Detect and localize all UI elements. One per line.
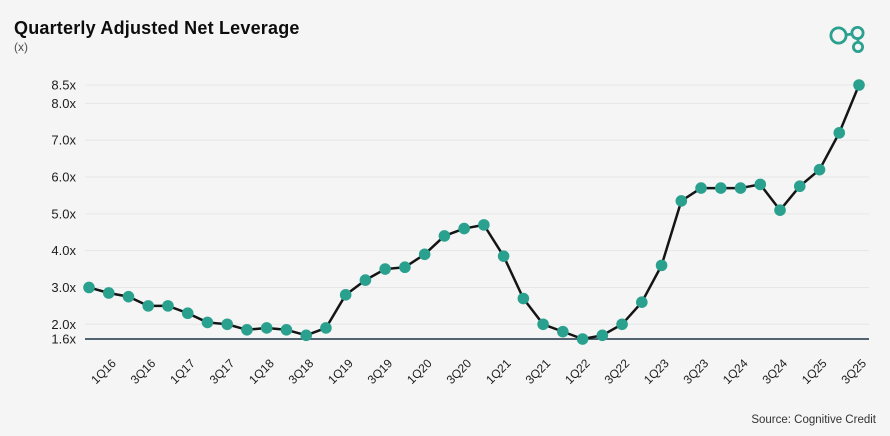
data-point[interactable] [83, 281, 95, 294]
x-tick-label: 1Q23 [641, 356, 672, 387]
data-point[interactable] [280, 323, 293, 336]
data-point[interactable] [616, 318, 628, 331]
y-tick-label: 8.5x [51, 78, 76, 93]
x-tick-label: 1Q19 [325, 356, 356, 387]
y-tick-label: 8.0x [51, 96, 76, 111]
data-point[interactable] [853, 79, 865, 91]
x-tick-label: 3Q25 [838, 356, 869, 387]
data-point[interactable] [339, 289, 352, 301]
x-tick-label: 3Q16 [128, 356, 159, 387]
data-point[interactable] [102, 287, 115, 299]
series-line [87, 83, 861, 341]
x-tick-label: 1Q24 [720, 356, 751, 387]
data-point[interactable] [201, 316, 214, 329]
data-point[interactable] [655, 259, 668, 272]
data-point[interactable] [517, 292, 530, 305]
x-tick-label: 3Q20 [444, 356, 475, 387]
data-point[interactable] [714, 182, 727, 194]
data-point[interactable] [221, 318, 234, 331]
x-tick-label: 3Q17 [207, 356, 238, 387]
data-point[interactable] [359, 274, 372, 286]
x-tick-label: 1Q20 [404, 356, 435, 387]
data-point[interactable] [478, 219, 490, 231]
data-point[interactable] [162, 300, 174, 312]
data-point[interactable] [241, 323, 253, 336]
x-tick-label: 3Q22 [602, 356, 633, 387]
data-point[interactable] [497, 250, 510, 262]
y-tick-label: 2.0x [51, 317, 76, 332]
x-tick-label: 1Q22 [562, 356, 593, 387]
data-point[interactable] [695, 182, 707, 194]
x-tick-label: 1Q21 [483, 356, 514, 387]
chart-unit-subtitle: (x) [14, 40, 28, 54]
data-point[interactable] [320, 322, 332, 334]
page-title: Quarterly Adjusted Net Leverage [14, 18, 300, 38]
data-point[interactable] [181, 307, 194, 320]
data-point[interactable] [458, 222, 470, 235]
data-point[interactable] [596, 329, 609, 342]
y-tick-label: 3.0x [51, 280, 76, 295]
y-tick-label: 5.0x [51, 206, 76, 221]
data-point[interactable] [774, 204, 786, 216]
data-point[interactable] [122, 290, 135, 303]
x-tick-label: 3Q18 [286, 356, 317, 387]
data-point[interactable] [142, 300, 155, 312]
data-point[interactable] [260, 322, 273, 334]
y-tick-label: 6.0x [51, 170, 76, 185]
y-tick-label: 7.0x [51, 133, 76, 148]
data-point[interactable] [793, 180, 806, 193]
data-point[interactable] [379, 263, 391, 275]
data-point[interactable] [833, 127, 846, 139]
data-point[interactable] [675, 195, 688, 207]
x-tick-label: 1Q18 [246, 356, 277, 387]
data-point[interactable] [576, 333, 589, 345]
data-point[interactable] [300, 329, 312, 342]
x-tick-label: 1Q25 [799, 356, 830, 387]
data-point[interactable] [418, 248, 431, 261]
data-point[interactable] [754, 178, 767, 191]
data-point[interactable] [399, 261, 411, 274]
x-tick-label: 3Q24 [759, 356, 790, 387]
x-tick-label: 3Q21 [523, 356, 554, 387]
data-point[interactable] [813, 163, 826, 176]
x-tick-label: 1Q16 [88, 356, 119, 387]
data-point[interactable] [734, 182, 747, 194]
y-tick-label: 4.0x [51, 243, 76, 258]
data-point[interactable] [537, 318, 549, 331]
y-tick-label: 1.6x [51, 332, 76, 347]
cognitive-credit-logo-icon [829, 25, 865, 53]
data-point[interactable] [557, 325, 569, 338]
data-point[interactable] [636, 296, 648, 308]
source-note: Source: Cognitive Credit [751, 414, 876, 426]
data-point[interactable] [438, 230, 451, 242]
x-tick-label: 1Q17 [167, 356, 198, 387]
x-tick-label: 3Q23 [681, 356, 712, 387]
x-tick-label: 3Q19 [365, 356, 396, 387]
